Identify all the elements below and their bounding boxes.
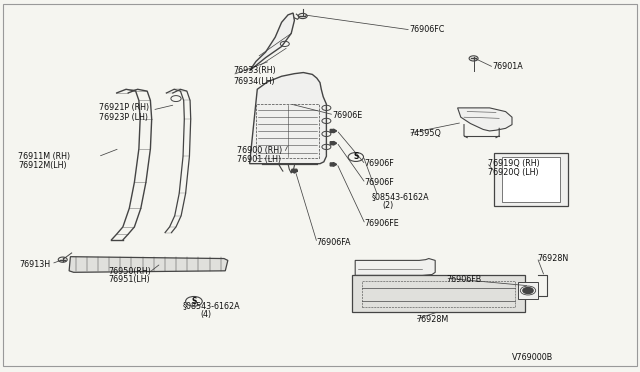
Text: 76901 (LH): 76901 (LH) — [237, 155, 281, 164]
Text: (4): (4) — [200, 310, 211, 319]
Bar — [352, 275, 525, 312]
Text: §08543-6162A: §08543-6162A — [371, 192, 429, 201]
Bar — [494, 153, 568, 206]
Bar — [362, 281, 515, 307]
Polygon shape — [355, 259, 435, 275]
Text: V769000B: V769000B — [512, 353, 553, 362]
FancyArrow shape — [330, 129, 337, 133]
Text: 76928M: 76928M — [416, 315, 448, 324]
FancyArrow shape — [330, 163, 337, 166]
Text: 76906E: 76906E — [333, 111, 363, 120]
Text: 76923P (LH): 76923P (LH) — [99, 113, 148, 122]
Text: 76950(RH): 76950(RH) — [109, 267, 152, 276]
Text: 76906FA: 76906FA — [317, 238, 351, 247]
Bar — [502, 157, 560, 202]
Text: (2): (2) — [383, 201, 394, 210]
Bar — [518, 282, 538, 299]
Text: 76928N: 76928N — [538, 254, 569, 263]
Text: 76911M (RH): 76911M (RH) — [18, 152, 70, 161]
Text: 76906FE: 76906FE — [365, 219, 399, 228]
Text: 76901A: 76901A — [493, 62, 524, 71]
Text: 76912M(LH): 76912M(LH) — [18, 161, 67, 170]
Text: 76906F: 76906F — [365, 178, 394, 187]
Polygon shape — [250, 13, 294, 71]
Text: 76919Q (RH): 76919Q (RH) — [488, 159, 540, 168]
Circle shape — [523, 288, 533, 294]
Text: 76934(LH): 76934(LH) — [234, 77, 275, 86]
Text: 76951(LH): 76951(LH) — [109, 275, 150, 284]
Text: S: S — [191, 297, 196, 306]
Text: 76900 (RH): 76900 (RH) — [237, 146, 282, 155]
Text: 76920Q (LH): 76920Q (LH) — [488, 169, 538, 177]
Text: S: S — [353, 153, 358, 161]
Text: §08543-6162A: §08543-6162A — [182, 301, 240, 310]
FancyArrow shape — [291, 169, 298, 173]
Text: 76913H: 76913H — [19, 260, 51, 269]
Text: 76906FC: 76906FC — [410, 25, 445, 34]
Polygon shape — [69, 257, 228, 272]
Polygon shape — [458, 108, 512, 131]
Text: 76906F: 76906F — [365, 159, 394, 168]
Polygon shape — [250, 73, 326, 164]
Text: 76933(RH): 76933(RH) — [234, 66, 276, 75]
Text: 76906FB: 76906FB — [447, 275, 482, 283]
Text: 76921P (RH): 76921P (RH) — [99, 103, 149, 112]
FancyArrow shape — [330, 141, 337, 145]
Text: 74595Q: 74595Q — [410, 129, 442, 138]
